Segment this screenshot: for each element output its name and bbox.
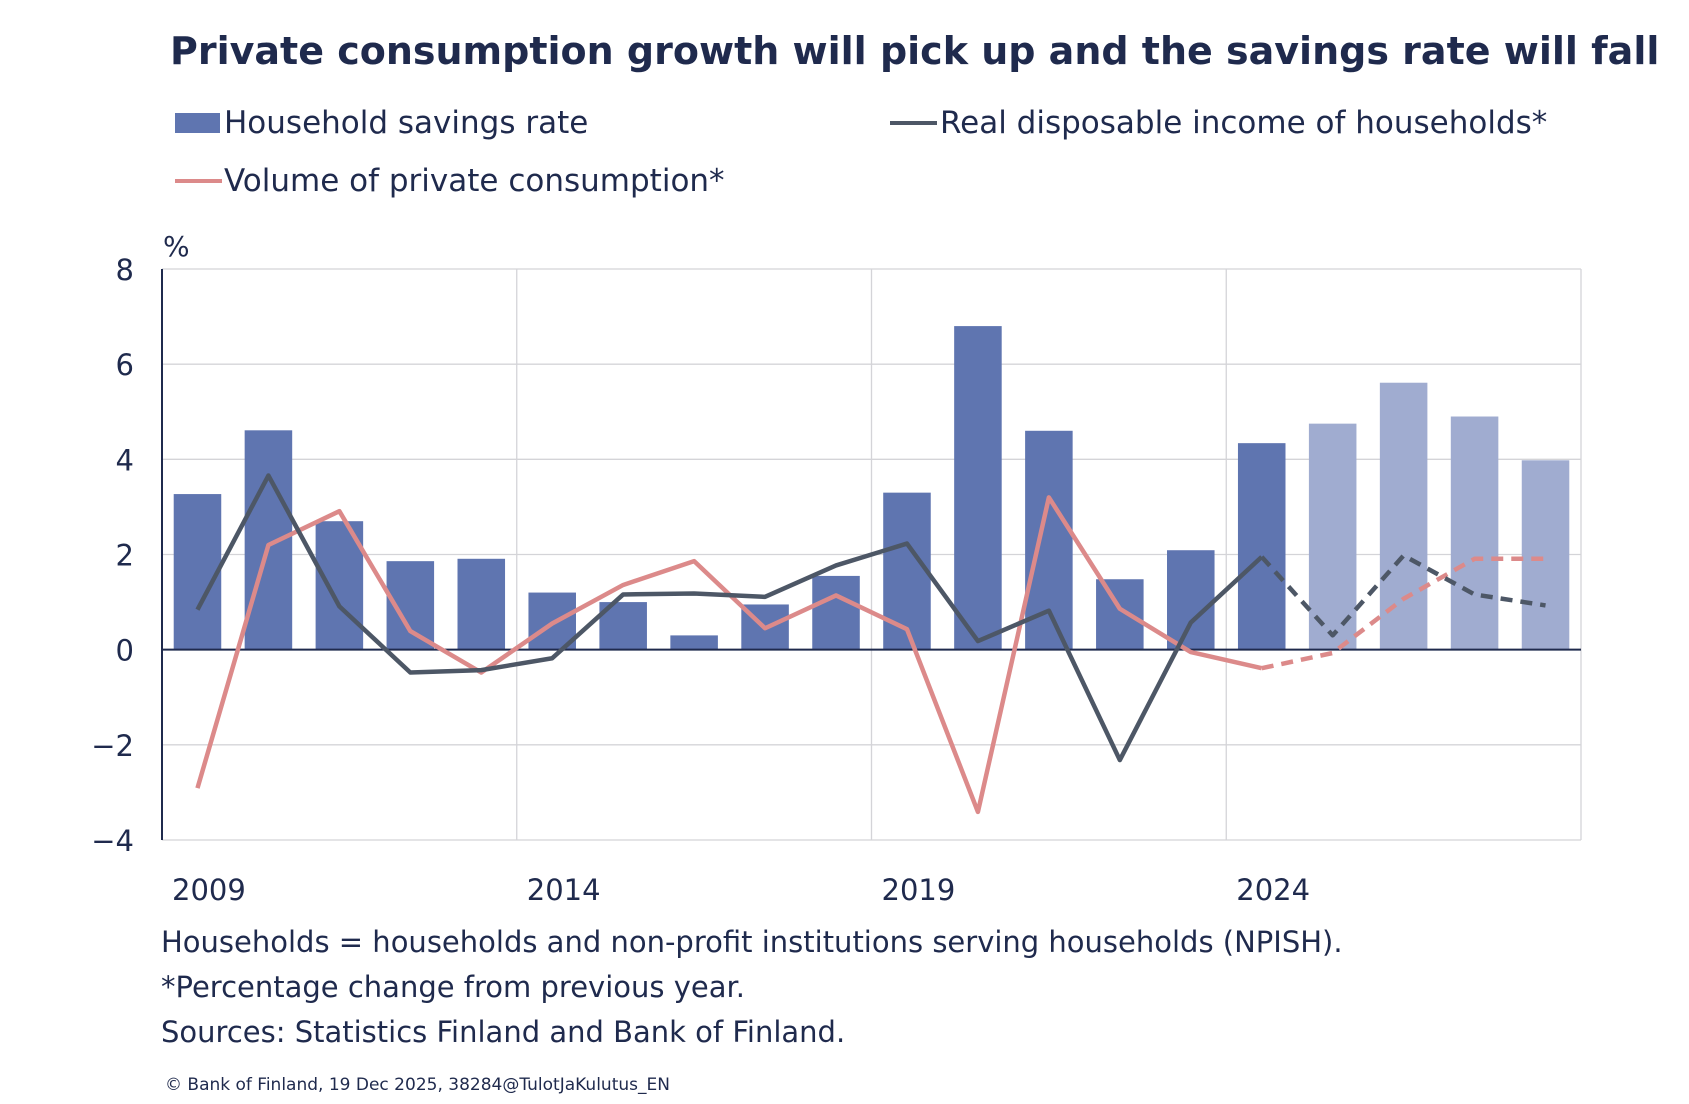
bar-2027 [1450, 416, 1499, 650]
x-tick-labels: 2009 2014 2019 2024 [172, 873, 1310, 907]
y-tick-label: 6 [116, 348, 134, 382]
copyright: © Bank of Finland, 19 Dec 2025, 38284@Tu… [165, 1075, 670, 1095]
line-income-actual [195, 473, 1264, 763]
legend-swatch-savings [175, 113, 220, 133]
bar-2018 [812, 575, 860, 650]
x-tick-label: 2019 [882, 873, 956, 907]
legend: Household savings rate Real disposable i… [175, 105, 1547, 199]
bar-2011 [315, 521, 364, 650]
y-tick-label: 2 [116, 539, 134, 573]
bar-2022 [1096, 579, 1144, 650]
note-2: *Percentage change from previous year. [161, 970, 745, 1004]
y-tick-label: 8 [116, 253, 134, 287]
bar-2009 [173, 494, 222, 650]
line-consumption-forecast [1261, 556, 1546, 671]
notes: Households = households and non-profit i… [161, 925, 1343, 1049]
bar-2024 [1237, 443, 1286, 650]
x-tick-label: 2009 [172, 873, 246, 907]
line-income-forecast [1260, 553, 1546, 638]
x-tick-label: 2024 [1236, 873, 1310, 907]
y-tick-label: 4 [116, 443, 134, 477]
chart-title: Private consumption growth will pick up … [170, 29, 1659, 73]
bar-2026 [1379, 382, 1428, 650]
legend-label-consumption: Volume of private consumption* [224, 163, 725, 199]
bar-2028 [1521, 460, 1570, 650]
y-tick-label: 0 [116, 634, 134, 668]
bar-2016 [670, 635, 718, 650]
legend-label-savings: Household savings rate [224, 105, 588, 141]
y-axis-unit: % [163, 230, 190, 263]
legend-label-income: Real disposable income of households* [940, 105, 1547, 141]
y-tick-labels: 8 6 4 2 0 −2 −4 [91, 253, 134, 858]
bar-2025 [1308, 423, 1357, 650]
bar-2020 [954, 326, 1002, 650]
line-consumption-actual [195, 495, 1263, 815]
y-tick-label: −4 [91, 824, 134, 858]
bar-2023 [1167, 550, 1215, 650]
bar-2013 [457, 558, 506, 650]
note-3: Sources: Statistics Finland and Bank of … [161, 1015, 845, 1049]
note-1: Households = households and non-profit i… [161, 925, 1343, 959]
x-tick-label: 2014 [527, 873, 601, 907]
bar-2010 [244, 430, 293, 650]
lines [162, 473, 1581, 815]
bars-savings [173, 326, 1570, 650]
y-tick-label: −2 [91, 729, 134, 763]
bar-2019 [883, 492, 931, 650]
